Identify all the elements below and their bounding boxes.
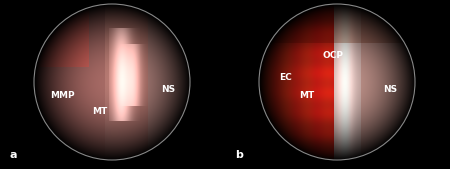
Text: MMP: MMP <box>50 91 74 100</box>
Text: MT: MT <box>299 91 315 100</box>
Text: MT: MT <box>92 107 108 116</box>
Text: b: b <box>235 150 243 160</box>
Text: OCP: OCP <box>323 51 343 59</box>
Text: NS: NS <box>161 86 175 94</box>
Text: EC: EC <box>279 74 292 82</box>
Text: NS: NS <box>383 86 397 94</box>
Text: a: a <box>10 150 18 160</box>
